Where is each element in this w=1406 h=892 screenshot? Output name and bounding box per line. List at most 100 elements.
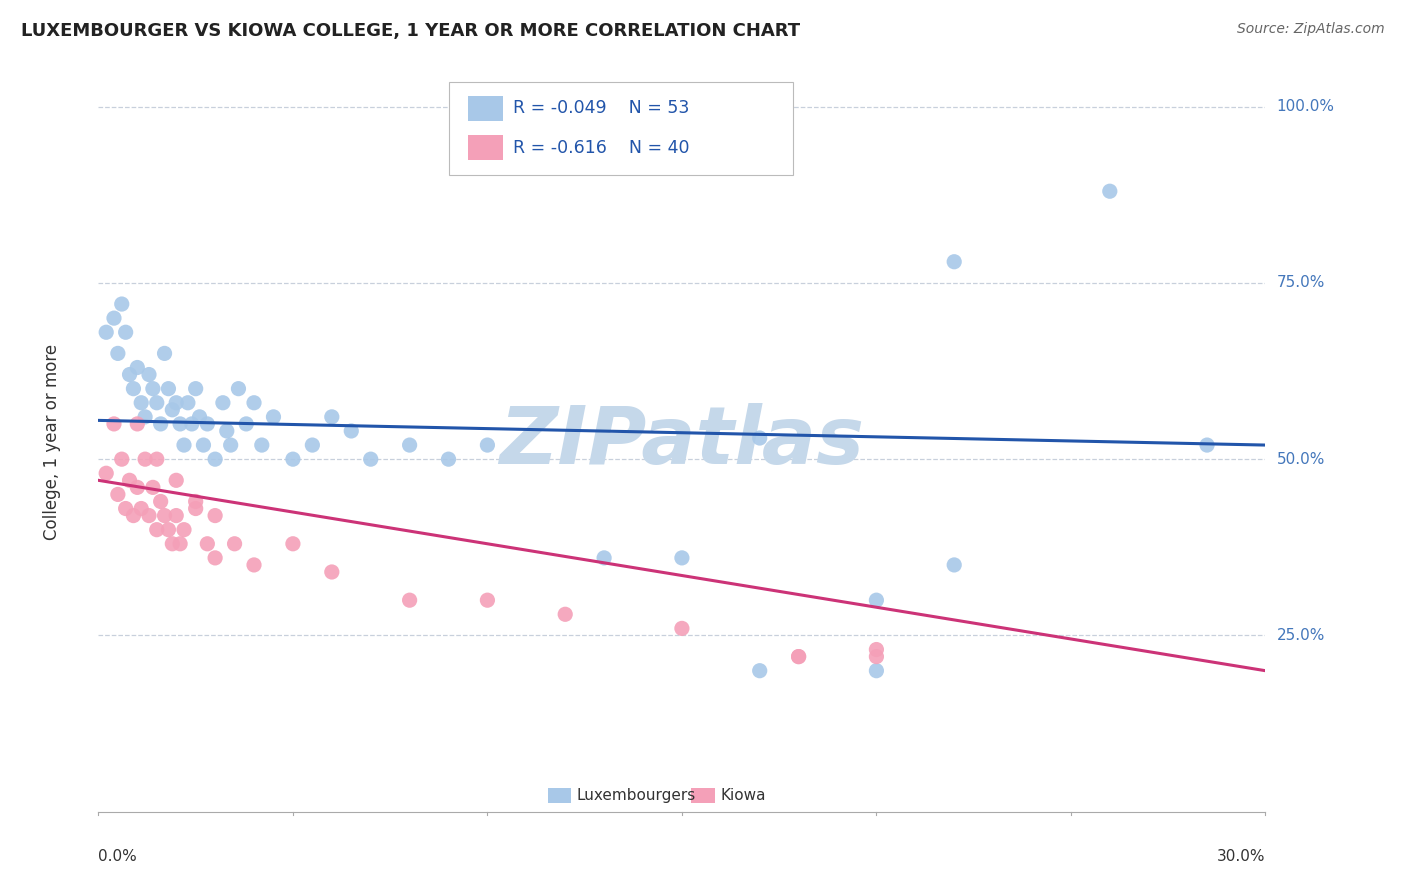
Text: Luxembourgers: Luxembourgers [576,788,696,803]
Text: College, 1 year or more: College, 1 year or more [42,343,60,540]
Text: R = -0.616    N = 40: R = -0.616 N = 40 [513,138,689,157]
Point [943,558,966,572]
Point [103,417,125,431]
Point [173,438,195,452]
Point [321,409,343,424]
Point [1195,438,1218,452]
Point [212,396,235,410]
Point [195,537,218,551]
Point [243,558,266,572]
Point [184,382,207,396]
Text: R = -0.049    N = 53: R = -0.049 N = 53 [513,99,689,118]
Point [250,438,273,452]
Point [188,409,211,424]
Point [477,438,499,452]
Point [122,382,145,396]
Point [787,649,810,664]
Point [943,254,966,268]
Point [114,501,136,516]
Point [107,346,129,360]
Text: 50.0%: 50.0% [1277,451,1324,467]
Point [262,409,284,424]
Text: 30.0%: 30.0% [1218,849,1265,863]
Point [153,346,176,360]
Point [204,550,226,565]
Point [437,452,460,467]
Point [1098,184,1121,198]
Point [169,537,191,551]
Point [195,417,218,431]
Point [671,550,693,565]
Point [129,396,152,410]
Point [127,360,149,375]
Point [865,642,887,657]
Point [321,565,343,579]
Point [235,417,257,431]
Point [224,537,246,551]
Point [165,473,187,487]
Text: 75.0%: 75.0% [1277,276,1324,291]
Point [157,382,180,396]
Point [103,311,125,326]
Point [554,607,576,622]
Point [118,473,141,487]
Point [865,664,887,678]
Point [146,452,169,467]
Point [111,297,134,311]
Point [243,396,266,410]
Point [149,417,172,431]
Point [180,417,202,431]
Point [162,537,184,551]
Text: 0.0%: 0.0% [98,849,138,863]
Point [593,550,616,565]
Point [118,368,141,382]
Point [477,593,499,607]
Point [129,501,152,516]
Point [134,409,156,424]
FancyBboxPatch shape [692,788,714,803]
FancyBboxPatch shape [548,788,571,803]
Point [398,593,420,607]
Point [165,508,187,523]
Point [169,417,191,431]
Point [193,438,215,452]
Text: 25.0%: 25.0% [1277,628,1324,643]
Point [787,649,810,664]
Point [301,438,323,452]
Point [107,487,129,501]
Point [748,664,770,678]
Point [153,508,176,523]
Point [219,438,242,452]
Point [204,508,226,523]
Point [204,452,226,467]
Point [134,452,156,467]
Point [173,523,195,537]
Point [122,508,145,523]
Point [281,537,304,551]
Point [138,368,160,382]
Point [142,382,165,396]
Point [177,396,200,410]
Point [127,417,149,431]
Point [96,467,118,481]
Point [138,508,160,523]
Point [96,325,118,339]
Point [157,523,180,537]
Text: Kiowa: Kiowa [720,788,766,803]
Point [215,424,238,438]
Point [398,438,420,452]
Point [184,501,207,516]
Text: LUXEMBOURGER VS KIOWA COLLEGE, 1 YEAR OR MORE CORRELATION CHART: LUXEMBOURGER VS KIOWA COLLEGE, 1 YEAR OR… [21,22,800,40]
Point [865,649,887,664]
Point [360,452,382,467]
Text: Source: ZipAtlas.com: Source: ZipAtlas.com [1237,22,1385,37]
FancyBboxPatch shape [449,82,793,175]
Point [146,396,169,410]
Point [165,396,187,410]
Text: ZIPatlas: ZIPatlas [499,402,865,481]
Point [127,480,149,494]
Point [228,382,250,396]
Point [748,431,770,445]
Point [281,452,304,467]
Point [671,621,693,635]
